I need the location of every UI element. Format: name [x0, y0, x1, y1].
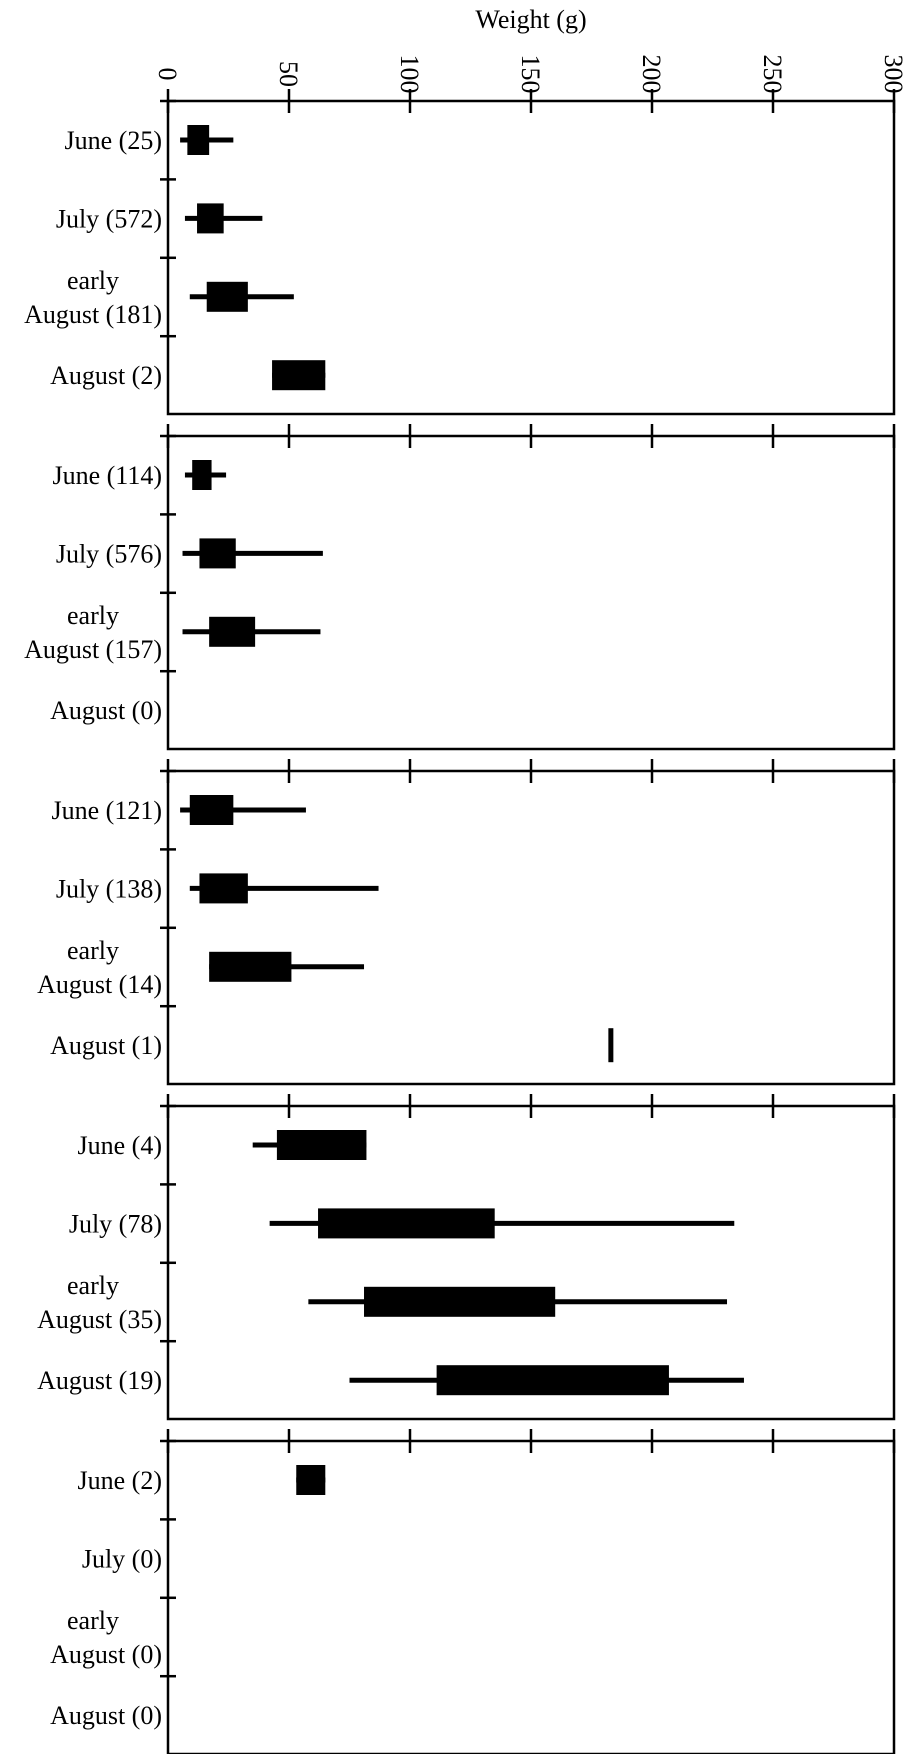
box-rect [189, 795, 234, 825]
category-label: July (572) [56, 204, 162, 233]
box-rect [192, 460, 212, 490]
x-tick-label: 300 [879, 55, 908, 94]
category-label-line: August (181) [24, 300, 162, 329]
chart-panel: June (2) July (0) early August (0) August (0… [50, 1429, 896, 1756]
category-label: July (576) [56, 539, 162, 568]
category-label-line: early [67, 1606, 119, 1635]
category-label-line: early [67, 266, 119, 295]
category-label-line: August (14) [37, 970, 162, 999]
category-label: August (0) [50, 1701, 162, 1730]
category-label: July (0) [82, 1544, 162, 1573]
category-label-line: August (0) [50, 1640, 162, 1669]
x-tick-label: 100 [395, 55, 424, 94]
x-tick-label: 150 [516, 55, 545, 94]
chart-panels: June (25) July (572) early August (181) Augu… [24, 89, 896, 1756]
panel-frame [166, 434, 896, 751]
x-axis-ticks: 0 50 100 150 200 250 300 [153, 55, 908, 94]
box-rect [199, 538, 236, 569]
x-tick-label: 200 [637, 55, 666, 94]
category-label: August (2) [50, 361, 162, 390]
category-label-line: August (157) [24, 635, 162, 664]
category-label: July (78) [69, 1209, 162, 1238]
chart-panel: June (4) July (78) early August (35) August … [37, 1094, 896, 1421]
box-rect [187, 125, 210, 155]
category-label: June (25) [65, 126, 162, 155]
category-label: August (19) [37, 1366, 162, 1395]
box-rect [197, 203, 224, 234]
x-tick-label: 0 [153, 68, 182, 81]
panel-frame [166, 1439, 896, 1756]
box-rect [276, 1130, 367, 1160]
box-rect [209, 616, 256, 647]
box-rect [199, 873, 248, 904]
category-label-line: early [67, 601, 119, 630]
category-label: July (138) [56, 874, 162, 903]
box-rect [364, 1286, 556, 1317]
category-label: June (4) [78, 1131, 162, 1160]
chart-panel: June (114) July (576) early August (157) Aug… [24, 424, 896, 751]
box-rect [206, 281, 248, 312]
category-label: June (2) [78, 1466, 162, 1495]
x-tick-label: 50 [274, 61, 303, 87]
box-rect [436, 1365, 669, 1396]
category-label-line: early [67, 1271, 119, 1300]
x-tick-label: 250 [758, 55, 787, 94]
panel-frame [166, 769, 896, 1086]
box-rect [209, 951, 292, 982]
category-label: August (0) [50, 696, 162, 725]
category-label-line: early [67, 936, 119, 965]
box-rect [318, 1208, 495, 1239]
chart-panel: June (121) July (138) early August (14) Augu… [37, 759, 896, 1086]
x-axis-title: Weight (g) [475, 5, 586, 34]
chart-panel: June (25) July (572) early August (181) Augu… [24, 89, 896, 416]
box-rect [296, 1465, 326, 1495]
category-label: June (121) [52, 796, 162, 825]
category-label: August (1) [50, 1031, 162, 1060]
box-rect [272, 360, 326, 391]
category-label: June (114) [52, 461, 162, 490]
category-label-line: August (35) [37, 1305, 162, 1334]
